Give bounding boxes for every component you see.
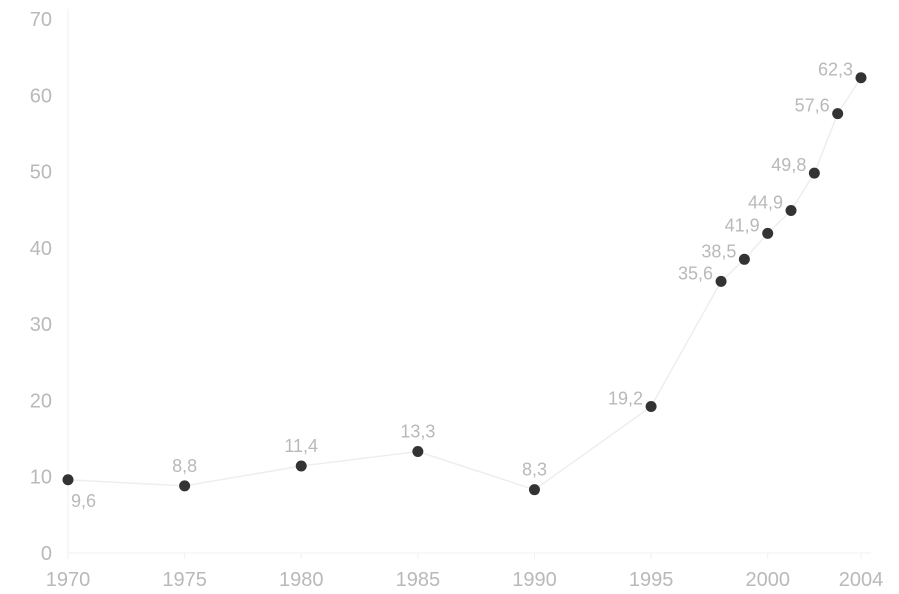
data-point [62,474,74,486]
y-tick-label: 0 [41,543,52,565]
data-label: 11,4 [284,436,318,456]
x-tick-label: 1970 [46,569,91,591]
data-point [738,253,750,265]
data-point [179,480,191,492]
data-point [808,167,820,179]
y-tick-label: 10 [30,467,52,489]
data-label: 44,9 [748,192,783,212]
x-tick-label: 1985 [396,569,441,591]
data-label: 38,5 [701,241,736,261]
data-point [412,446,424,458]
data-label: 57,6 [795,96,830,116]
data-label: 8,3 [522,460,547,480]
x-tick-label: 2000 [745,569,790,591]
data-label: 13,3 [400,422,435,442]
chart-axes [67,9,871,554]
data-series [62,72,867,496]
data-point [295,460,307,472]
x-tick-label: 1995 [629,569,674,591]
x-tick-label: 2004 [839,569,884,591]
y-tick-label: 30 [30,314,52,336]
x-tick-label: 1990 [512,569,557,591]
y-tick-label: 50 [30,162,52,184]
y-tick-label: 60 [30,85,52,107]
y-tick-label: 20 [30,390,52,412]
data-label: 49,8 [771,155,806,175]
data-point [762,227,774,239]
data-point [528,484,540,496]
x-axis-ticks: 1970 1975 1980 1985 1990 1995 2000 2004 [46,553,884,591]
y-tick-label: 70 [30,9,52,31]
data-label: 35,6 [678,263,713,283]
series-line [67,77,862,491]
data-label: 19,2 [608,389,643,409]
data-point [855,72,867,84]
x-tick-label: 1975 [162,569,207,591]
data-label: 9,6 [71,491,96,511]
y-axis-ticks: 0 10 20 30 40 50 60 70 [30,9,52,565]
data-point [715,275,727,287]
y-tick-label: 40 [30,238,52,260]
data-point [832,108,844,120]
x-tick-label: 1980 [279,569,324,591]
data-labels: 9,6 8,8 11,4 13,3 8,3 19,2 35,638,5 41,9 44,9 49,… [71,60,853,511]
data-label: 62,3 [818,60,853,80]
data-point [645,401,657,413]
data-label: 41,9 [725,215,760,235]
data-label: 8,8 [172,456,197,476]
data-point [785,204,797,216]
